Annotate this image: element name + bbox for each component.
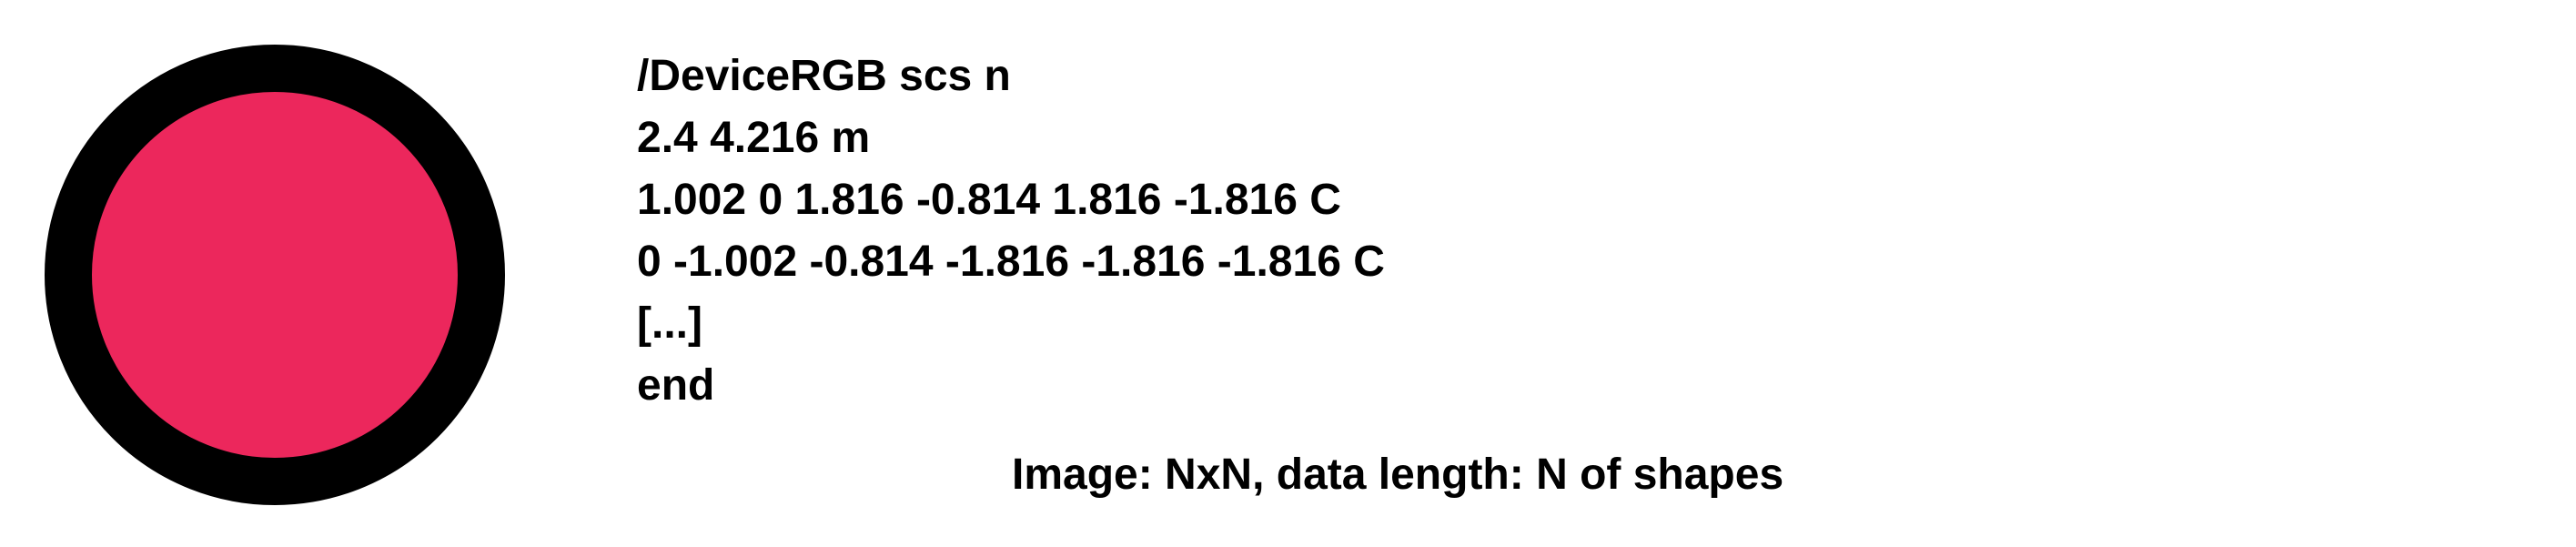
code-line: /DeviceRGB scs n: [637, 52, 1011, 100]
code-line: end: [637, 361, 715, 410]
image-caption: Image: NxN, data length: N of shapes: [1012, 451, 1784, 499]
code-line: 2.4 4.216 m: [637, 114, 871, 162]
circle-shape-svg: [45, 45, 505, 505]
pdf-operator-code: /DeviceRGB scs n 2.4 4.216 m 1.002 0 1.8…: [637, 46, 1385, 417]
circle-shape: [44, 44, 506, 506]
code-line: 1.002 0 1.816 -0.814 1.816 -1.816 C: [637, 176, 1341, 224]
code-line: 0 -1.002 -0.814 -1.816 -1.816 -1.816 C: [637, 238, 1385, 286]
code-line: [...]: [637, 299, 702, 348]
red-circle-with-black-outline: [45, 45, 505, 505]
